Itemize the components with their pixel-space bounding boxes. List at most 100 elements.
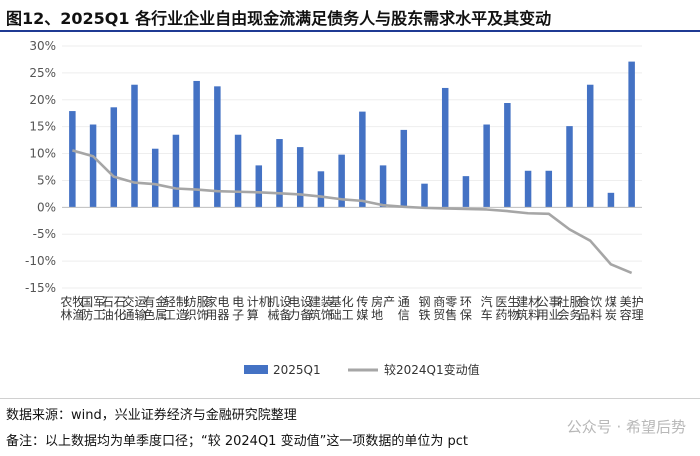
x-category-char: 炭 xyxy=(605,308,617,322)
x-category-char: 林 xyxy=(60,308,72,322)
x-category-char: 饰 xyxy=(197,308,209,322)
x-category-char: 建 xyxy=(309,295,321,309)
x-category-char: 用 xyxy=(205,308,217,322)
x-category-char: 电 xyxy=(288,295,300,309)
bar-13 xyxy=(338,154,345,208)
x-category-char: 社 xyxy=(557,294,569,309)
x-category-char: 事 xyxy=(549,295,561,309)
x-category-char: 铁 xyxy=(418,308,430,322)
x-category-char: 器 xyxy=(217,308,229,322)
y-tick-label: -10% xyxy=(25,254,56,268)
legend-label-line: 较2024Q1变动值 xyxy=(384,362,480,377)
bar-18 xyxy=(441,87,449,208)
y-tick-label: -5% xyxy=(33,227,56,241)
bar-0 xyxy=(69,111,76,208)
bar-6 xyxy=(193,80,200,208)
bar-22 xyxy=(524,170,532,208)
x-category-char: 理 xyxy=(632,308,644,322)
x-category-char: 业 xyxy=(549,308,561,322)
bar-5 xyxy=(172,134,180,208)
x-category-char: 药 xyxy=(495,308,507,322)
bar-2 xyxy=(110,107,118,208)
x-category-char: 化 xyxy=(114,308,126,322)
x-category-char: 设 xyxy=(300,295,312,309)
bar-21 xyxy=(504,103,511,208)
x-category-char: 工 xyxy=(342,308,354,322)
x-category-char: 售 xyxy=(445,307,457,322)
x-category-char: 轻 xyxy=(164,295,176,309)
y-tick-label: 25% xyxy=(29,66,56,80)
x-category-char: 石 xyxy=(102,295,114,309)
x-category-char: 备 xyxy=(300,308,312,322)
x-category-char: 备 xyxy=(279,308,291,322)
x-category-char: 军 xyxy=(93,295,105,309)
y-tick-label: 30% xyxy=(29,39,56,53)
x-category-char: 筑 xyxy=(516,307,528,322)
x-category-char: 设 xyxy=(279,295,291,309)
watermark-text: 公众号 · 希望后势 xyxy=(566,418,686,436)
bar-11 xyxy=(296,147,304,208)
x-category-char: 基 xyxy=(330,295,342,309)
x-category-char: 料 xyxy=(590,308,602,322)
x-category-char: 家 xyxy=(205,294,217,309)
x-category-char: 房 xyxy=(371,294,383,309)
x-category-label: 通信 xyxy=(398,295,410,322)
change-line xyxy=(72,149,633,275)
y-axis: 30% 25% 20% 15% 10% 5% 0% -5% -10% -15% xyxy=(25,39,56,295)
bar-4 xyxy=(151,148,159,208)
title-bar: 图12、2025Q1 各行业企业自由现金流满足债务人与股东需求水平及其变动 xyxy=(0,0,700,32)
bar-24 xyxy=(566,126,573,208)
bar-10 xyxy=(276,139,283,208)
legend: 2025Q1 较2024Q1变动值 xyxy=(244,362,480,377)
bar-9 xyxy=(255,165,263,208)
bar-14 xyxy=(359,111,366,208)
x-category-char: 筑 xyxy=(309,307,321,322)
x-category-char: 通 xyxy=(398,295,410,309)
y-tick-label: 10% xyxy=(29,147,56,161)
x-category-char: 信 xyxy=(398,308,410,322)
x-category-char: 食 xyxy=(578,294,590,309)
x-category-char: 容 xyxy=(620,307,632,322)
category-labels: 农林牧渔国防军工石油石化交通运输有色金属轻工制造纺织服饰家用电器电子计算机机械设… xyxy=(60,294,643,322)
bars xyxy=(69,61,635,208)
x-category-char: 金 xyxy=(155,294,167,309)
bar-20 xyxy=(483,124,490,208)
x-category-char: 制 xyxy=(176,295,188,309)
bar-12 xyxy=(317,171,325,208)
x-category-char: 运 xyxy=(134,295,146,309)
bar-1 xyxy=(89,124,97,208)
x-category-char: 产 xyxy=(383,295,395,309)
x-category-char: 美 xyxy=(620,295,632,309)
x-category-char: 交 xyxy=(122,294,134,309)
x-category-char: 化 xyxy=(342,295,354,309)
x-category-char: 力 xyxy=(288,308,300,322)
x-category-char: 机 xyxy=(267,295,279,309)
x-category-char: 子 xyxy=(232,308,244,322)
bar-27 xyxy=(628,61,635,208)
x-category-char: 品 xyxy=(578,308,590,322)
x-category-char: 煤 xyxy=(605,295,617,309)
x-category-char: 属 xyxy=(155,308,167,322)
x-category-char: 农 xyxy=(60,295,72,309)
x-category-char: 通 xyxy=(122,308,134,322)
x-category-char: 环 xyxy=(460,295,472,309)
x-category-char: 车 xyxy=(481,307,493,322)
change-series-line xyxy=(72,149,633,275)
x-category-char: 渔 xyxy=(72,308,84,322)
x-category-char: 务 xyxy=(569,307,581,322)
x-category-char: 料 xyxy=(528,308,540,322)
x-category-char: 防 xyxy=(81,307,93,322)
x-category-char: 材 xyxy=(528,295,540,309)
